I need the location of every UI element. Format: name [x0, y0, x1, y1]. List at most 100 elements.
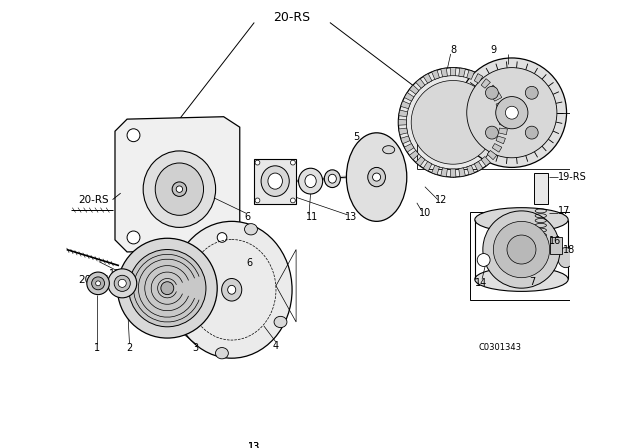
Polygon shape — [416, 156, 425, 166]
Ellipse shape — [221, 279, 242, 301]
Text: 6: 6 — [244, 212, 251, 222]
Ellipse shape — [261, 166, 289, 196]
Text: 4: 4 — [273, 341, 279, 351]
Text: 10: 10 — [419, 208, 431, 218]
Circle shape — [217, 233, 227, 242]
Text: 20-RS: 20-RS — [273, 11, 310, 24]
Ellipse shape — [368, 168, 385, 187]
Polygon shape — [404, 143, 414, 152]
Circle shape — [117, 238, 217, 338]
Polygon shape — [416, 79, 425, 88]
Text: 7: 7 — [530, 277, 536, 287]
Circle shape — [493, 221, 550, 278]
Circle shape — [507, 235, 536, 264]
Ellipse shape — [172, 221, 292, 358]
Text: 18: 18 — [563, 245, 575, 254]
Bar — [550, 237, 562, 254]
Circle shape — [255, 198, 260, 203]
Ellipse shape — [557, 247, 574, 267]
Text: 13: 13 — [248, 442, 260, 448]
Circle shape — [127, 231, 140, 244]
Circle shape — [525, 126, 538, 139]
Ellipse shape — [372, 173, 381, 181]
Circle shape — [525, 86, 538, 99]
Circle shape — [118, 279, 126, 287]
Polygon shape — [450, 169, 456, 177]
Text: 15: 15 — [109, 269, 121, 279]
Text: 14: 14 — [475, 278, 488, 289]
Polygon shape — [399, 110, 408, 116]
Circle shape — [291, 198, 295, 203]
Polygon shape — [500, 120, 508, 125]
Polygon shape — [441, 168, 447, 177]
Polygon shape — [474, 73, 483, 83]
Ellipse shape — [298, 168, 323, 194]
Polygon shape — [450, 68, 456, 76]
Text: 3: 3 — [193, 343, 198, 353]
Ellipse shape — [228, 285, 236, 294]
Bar — [532, 237, 544, 254]
Text: 20-RS: 20-RS — [78, 275, 109, 285]
Text: 13: 13 — [248, 442, 260, 448]
Circle shape — [87, 272, 109, 295]
Polygon shape — [115, 117, 240, 252]
Bar — [470, 212, 575, 300]
Circle shape — [398, 68, 508, 177]
Text: 2: 2 — [126, 343, 132, 353]
Polygon shape — [441, 68, 447, 77]
Bar — [254, 159, 296, 204]
Circle shape — [95, 281, 100, 286]
Circle shape — [255, 160, 260, 165]
Polygon shape — [487, 151, 497, 159]
Ellipse shape — [324, 170, 340, 188]
Ellipse shape — [143, 151, 216, 228]
Polygon shape — [481, 156, 490, 166]
Text: 6: 6 — [246, 258, 252, 268]
Polygon shape — [410, 85, 419, 94]
Ellipse shape — [475, 267, 568, 291]
Polygon shape — [399, 128, 408, 135]
Polygon shape — [459, 168, 465, 177]
Ellipse shape — [176, 186, 182, 192]
Text: 12: 12 — [435, 194, 447, 205]
Polygon shape — [423, 73, 432, 83]
Circle shape — [486, 126, 499, 139]
Circle shape — [457, 58, 566, 168]
Circle shape — [161, 282, 173, 295]
Circle shape — [506, 106, 518, 119]
Polygon shape — [474, 162, 483, 171]
Text: 11: 11 — [306, 212, 318, 222]
Polygon shape — [467, 165, 474, 175]
Polygon shape — [401, 136, 410, 144]
Ellipse shape — [156, 163, 204, 215]
Ellipse shape — [305, 175, 316, 188]
Circle shape — [477, 254, 490, 267]
Text: 9: 9 — [490, 45, 497, 55]
Polygon shape — [459, 68, 465, 77]
Ellipse shape — [172, 262, 185, 273]
Circle shape — [467, 68, 557, 158]
Circle shape — [127, 129, 140, 142]
Ellipse shape — [244, 224, 257, 235]
Text: 8: 8 — [450, 45, 456, 55]
Text: 17: 17 — [557, 206, 570, 216]
Circle shape — [129, 250, 206, 327]
Ellipse shape — [346, 133, 407, 221]
Circle shape — [483, 211, 560, 288]
Polygon shape — [492, 143, 502, 152]
Ellipse shape — [172, 182, 187, 196]
Circle shape — [406, 76, 500, 169]
Polygon shape — [481, 79, 490, 88]
Polygon shape — [431, 70, 440, 79]
Text: 19-RS: 19-RS — [557, 172, 586, 182]
Text: 20-RS: 20-RS — [78, 194, 109, 205]
Polygon shape — [399, 120, 406, 125]
Circle shape — [114, 275, 131, 291]
Polygon shape — [423, 162, 432, 171]
Ellipse shape — [216, 348, 228, 359]
Polygon shape — [492, 93, 502, 101]
Text: C0301343: C0301343 — [479, 343, 522, 352]
Polygon shape — [467, 70, 474, 79]
Polygon shape — [499, 128, 508, 135]
Ellipse shape — [268, 173, 282, 189]
